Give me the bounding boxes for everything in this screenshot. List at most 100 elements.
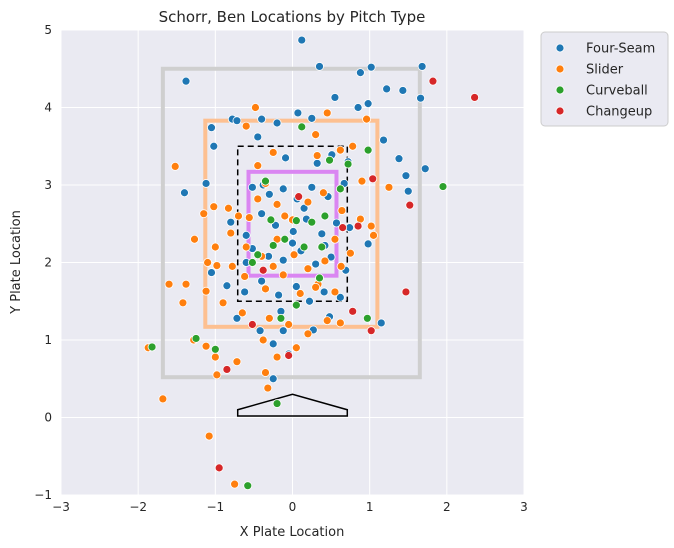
slider-point xyxy=(227,261,237,271)
slider-point xyxy=(234,211,243,221)
changeup-point xyxy=(222,365,232,374)
four-seam-point xyxy=(319,287,329,297)
slider-point xyxy=(201,341,211,351)
four-seam-point xyxy=(222,281,232,291)
slider-point xyxy=(158,394,168,404)
x-tick-label: −1 xyxy=(206,500,224,514)
slider-point xyxy=(218,298,228,308)
curveball-point xyxy=(320,211,330,221)
slider-point xyxy=(318,188,328,198)
x-tick-label: 0 xyxy=(289,500,297,514)
four-seam-point xyxy=(307,182,317,192)
x-tick-label: 1 xyxy=(366,500,374,514)
slider-point xyxy=(330,234,340,244)
four-seam-point xyxy=(403,186,413,196)
x-tick-label: −2 xyxy=(129,500,147,514)
home-plate xyxy=(236,393,349,417)
slider-point xyxy=(209,202,219,212)
changeup-point xyxy=(247,320,257,329)
slider-point xyxy=(203,258,213,267)
four-seam-point xyxy=(253,132,263,142)
slider-point xyxy=(237,308,247,318)
curveball-point xyxy=(247,258,257,267)
four-seam-point xyxy=(255,326,265,336)
slider-point xyxy=(201,286,211,296)
slider-point xyxy=(181,279,191,289)
four-seam-point xyxy=(376,318,386,328)
four-seam-point xyxy=(394,154,404,164)
legend: Four-Seam Slider Curveball Changeup xyxy=(540,31,669,127)
slider-point xyxy=(311,282,321,292)
four-seam-point xyxy=(379,135,388,145)
slider-point xyxy=(366,221,376,231)
four-seam-point xyxy=(241,230,251,240)
slider-point xyxy=(230,479,240,489)
curveball-point xyxy=(280,234,290,244)
four-seam-point xyxy=(363,239,373,249)
changeup-legend-label: Changeup xyxy=(586,105,652,120)
four-seam-point xyxy=(278,184,288,194)
curveball-point xyxy=(307,217,317,227)
y-tick-label: 5 xyxy=(44,23,52,37)
slider-point xyxy=(251,103,260,112)
slider-point xyxy=(303,329,313,339)
slider-point xyxy=(284,320,294,329)
slider-point xyxy=(322,316,332,326)
four-seam-point xyxy=(297,35,307,45)
curveball-point xyxy=(243,481,253,491)
slider-point xyxy=(348,141,358,151)
slider-point xyxy=(258,335,268,345)
curveball-point xyxy=(272,399,282,408)
slider-point xyxy=(210,242,220,252)
changeup-point xyxy=(353,221,363,231)
changeup-point xyxy=(284,351,294,360)
curveball-legend-marker xyxy=(555,85,565,95)
slider-point xyxy=(272,199,282,209)
curveball-point xyxy=(276,313,286,323)
outer-zone xyxy=(160,66,422,380)
slider-point xyxy=(330,287,340,297)
slider-point xyxy=(312,151,322,160)
four-seam-point xyxy=(330,93,340,102)
slider-point xyxy=(241,121,251,131)
curveball-legend-label: Curveball xyxy=(586,84,648,99)
slider-point xyxy=(291,343,301,353)
x-axis-label: X Plate Location xyxy=(240,525,345,540)
four-seam-point xyxy=(264,189,274,199)
x-tick-label: 3 xyxy=(520,500,528,514)
y-tick-label: −1 xyxy=(34,488,52,502)
curveball-point xyxy=(297,122,307,132)
slider-point xyxy=(264,313,274,323)
slider-point xyxy=(362,114,371,124)
four-seam-point xyxy=(274,290,284,300)
slider-point xyxy=(337,206,347,215)
curveball-point xyxy=(299,242,309,252)
four-seam-point xyxy=(311,259,321,269)
slider-point xyxy=(170,161,180,171)
slider-point xyxy=(204,431,214,441)
four-seam-point xyxy=(247,182,257,192)
four-seam-point xyxy=(180,188,189,198)
four-seam-point xyxy=(272,118,282,128)
slider-point xyxy=(199,209,209,219)
y-tick-label: 0 xyxy=(44,411,52,425)
curveball-point xyxy=(291,300,301,310)
slider-point xyxy=(232,357,242,367)
four-seam-point xyxy=(207,268,216,277)
legend-box xyxy=(540,31,669,127)
slider-point xyxy=(295,289,305,298)
four-seam-point xyxy=(382,84,392,94)
four-seam-point xyxy=(207,123,216,133)
four-seam-point xyxy=(353,103,363,112)
four-seam-point xyxy=(232,116,242,126)
curveball-point xyxy=(268,241,278,250)
slider-point xyxy=(345,248,355,258)
curveball-point xyxy=(362,313,372,323)
slider-point xyxy=(261,284,270,294)
slider-point xyxy=(357,176,367,186)
changeup-point xyxy=(405,200,415,210)
y-tick-labels: −1 0 1 2 3 4 5 xyxy=(34,23,52,502)
curveball-point xyxy=(343,159,353,169)
curveball-point xyxy=(363,145,373,155)
slider-point xyxy=(289,250,299,260)
